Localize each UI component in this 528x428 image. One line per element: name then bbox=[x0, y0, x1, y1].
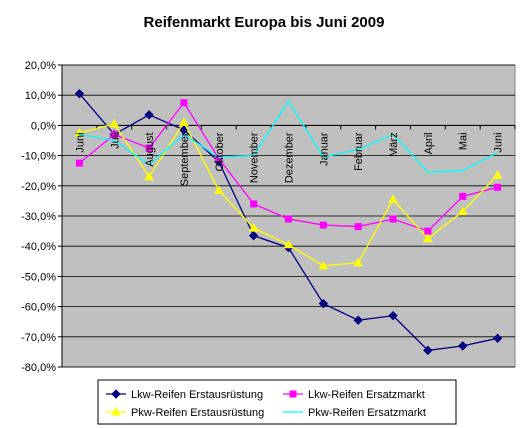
legend-swatch-marker bbox=[289, 390, 297, 398]
y-tick-label: 0,0% bbox=[31, 120, 56, 132]
axes bbox=[58, 64, 516, 368]
chart-title: Reifenmarkt Europa bis Juni 2009 bbox=[144, 14, 385, 31]
legend-label: Pkw-Reifen Ersatzmarkt bbox=[308, 407, 426, 419]
y-tick-label: -70,0% bbox=[21, 332, 56, 344]
data-point bbox=[492, 170, 503, 179]
y-tick-label: 10,0% bbox=[25, 90, 56, 102]
y-tick-label: -50,0% bbox=[21, 271, 56, 283]
y-tick-label: -80,0% bbox=[21, 362, 56, 374]
data-point bbox=[285, 215, 292, 223]
data-point bbox=[354, 223, 362, 231]
data-point bbox=[145, 144, 153, 152]
data-point bbox=[318, 260, 329, 270]
data-point bbox=[353, 315, 363, 325]
data-point bbox=[215, 155, 223, 163]
x-tick-label: April bbox=[423, 132, 435, 154]
y-tick-label: 20,0% bbox=[25, 60, 56, 72]
x-tick-label: Juni bbox=[493, 132, 505, 152]
x-tick-label: Oktober bbox=[214, 132, 226, 171]
series-line bbox=[79, 100, 498, 173]
x-tick-label: Juli bbox=[109, 132, 121, 149]
data-point bbox=[75, 159, 83, 167]
data-point bbox=[248, 230, 259, 241]
data-point bbox=[389, 215, 397, 223]
legend-item: Lkw-Reifen Ersatzmarkt bbox=[283, 389, 425, 401]
x-tick-label: August bbox=[144, 132, 156, 166]
data-point bbox=[144, 171, 154, 181]
series-4 bbox=[79, 100, 498, 173]
x-tick-label: Mai bbox=[458, 132, 470, 150]
data-point bbox=[319, 221, 327, 229]
legend-label: Pkw-Reifen Erstausrüstung bbox=[131, 407, 264, 419]
legend-item: Lkw-Reifen Erstausrüstung bbox=[106, 389, 263, 401]
data-point bbox=[388, 310, 398, 321]
x-tick-labels: Juni Juli August September Oktober November De… bbox=[74, 132, 504, 186]
x-tick-label: September bbox=[179, 132, 191, 186]
data-point bbox=[423, 233, 433, 243]
y-tick-label: -20,0% bbox=[21, 181, 56, 193]
legend-box bbox=[97, 379, 457, 425]
data-point bbox=[144, 110, 154, 120]
legend-swatch-marker bbox=[111, 389, 121, 399]
legend-swatch-marker bbox=[111, 406, 121, 416]
gridlines bbox=[62, 64, 515, 368]
legend-item: Pkw-Reifen Erstausrüstung bbox=[106, 406, 264, 419]
x-tick-label: März bbox=[388, 132, 400, 156]
data-point bbox=[180, 99, 188, 107]
data-point bbox=[458, 341, 468, 351]
y-tick-label: -60,0% bbox=[21, 302, 56, 314]
legend-label: Lkw-Reifen Erstausrüstung bbox=[131, 389, 263, 401]
data-point bbox=[250, 200, 258, 208]
x-tick-label: November bbox=[249, 132, 261, 183]
y-tick-label: -30,0% bbox=[21, 211, 56, 223]
data-point bbox=[388, 194, 398, 203]
y-tick-labels: 20,0% 10,0% 0,0% -10,0% -20,0% -30,0% -40,0% -5… bbox=[21, 60, 56, 374]
legend-item: Pkw-Reifen Ersatzmarkt bbox=[283, 407, 426, 419]
data-point bbox=[283, 239, 294, 249]
data-point bbox=[248, 223, 259, 232]
y-tick-label: -10,0% bbox=[21, 151, 56, 163]
legend-label: Lkw-Reifen Ersatzmarkt bbox=[308, 389, 425, 401]
x-tick-label: Dezember bbox=[284, 132, 296, 183]
data-point bbox=[74, 88, 85, 99]
series-3 bbox=[74, 117, 503, 270]
data-point bbox=[494, 183, 502, 191]
data-point bbox=[179, 117, 189, 126]
data-point bbox=[318, 298, 329, 309]
x-tick-label: Februar bbox=[353, 132, 365, 171]
data-point bbox=[423, 345, 433, 356]
data-point bbox=[353, 257, 364, 267]
y-tick-label: -40,0% bbox=[21, 241, 56, 253]
x-tick-label: Januar bbox=[318, 132, 330, 166]
x-tick-label: Juni bbox=[74, 132, 86, 152]
data-point bbox=[110, 130, 118, 138]
data-point bbox=[109, 118, 120, 128]
data-point bbox=[492, 333, 503, 344]
legend: Lkw-Reifen Erstausrüstung Lkw-Reifen Ersa… bbox=[97, 379, 457, 425]
data-point bbox=[459, 192, 467, 200]
series-lines bbox=[74, 88, 503, 356]
data-point bbox=[213, 185, 224, 194]
data-point bbox=[424, 227, 432, 235]
series-2 bbox=[75, 99, 502, 235]
data-point bbox=[457, 206, 468, 215]
